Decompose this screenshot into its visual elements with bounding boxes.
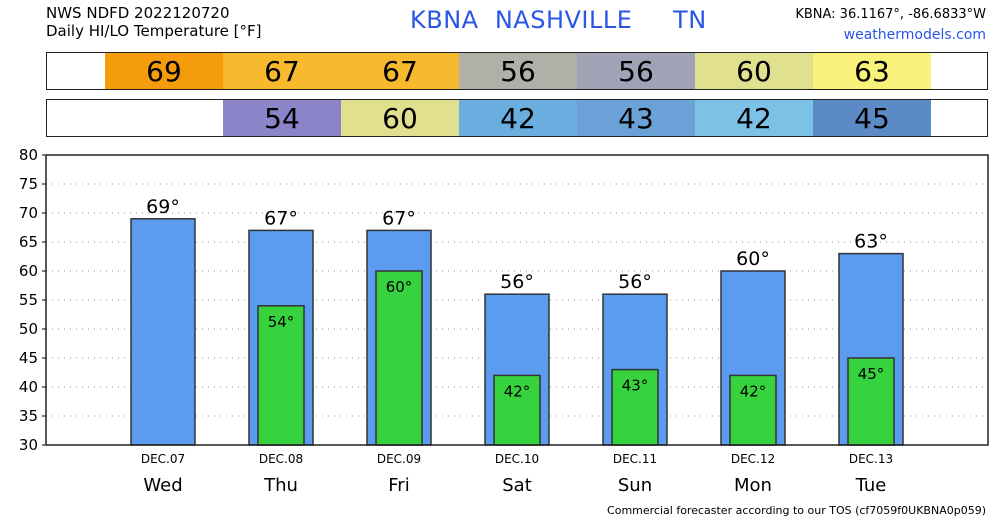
y-tick-label: 30	[19, 436, 38, 454]
high-bar-label: 67°	[382, 207, 416, 229]
date-label: DEC.12	[731, 452, 775, 466]
hi_strip-cell: 69	[105, 53, 223, 89]
lo_strip-cell: 42	[695, 100, 813, 136]
date-label: DEC.07	[141, 452, 185, 466]
day-label: Sun	[618, 475, 652, 496]
y-tick-label: 50	[19, 320, 38, 338]
low-bar-label: 60°	[386, 278, 413, 296]
footer-note: Commercial forecaster according to our T…	[607, 504, 986, 517]
low-bar-label: 54°	[268, 313, 295, 331]
date-label: DEC.08	[259, 452, 303, 466]
high-bar-label: 56°	[500, 271, 534, 293]
high-bar	[130, 218, 196, 446]
header-left: NWS NDFD 2022120720 Daily HI/LO Temperat…	[46, 4, 262, 40]
low-bar-label: 42°	[740, 382, 767, 400]
low-bar	[729, 374, 777, 446]
y-tick-label: 65	[19, 233, 38, 251]
product-name: Daily HI/LO Temperature [°F]	[46, 22, 262, 40]
lo_strip-cell: 54	[223, 100, 341, 136]
y-tick-label: 45	[19, 349, 38, 367]
hi_strip-cell: 56	[459, 53, 577, 89]
high-bar-label: 63°	[854, 231, 888, 253]
day-label: Sat	[502, 475, 532, 496]
date-label: DEC.11	[613, 452, 657, 466]
y-tick-label: 60	[19, 262, 38, 280]
day-label: Wed	[143, 475, 182, 496]
lo_strip-cell: 42	[459, 100, 577, 136]
day-label: Fri	[388, 475, 409, 496]
high-bar-label: 56°	[618, 271, 652, 293]
high-bar-label: 67°	[264, 207, 298, 229]
station-coords: KBNA: 36.1167°, -86.6833°W	[795, 7, 986, 22]
hi_strip-cell: 60	[695, 53, 813, 89]
date-label: DEC.09	[377, 452, 421, 466]
hi_strip-cell: 56	[577, 53, 695, 89]
y-tick-label: 80	[19, 146, 38, 164]
hi_strip-cell: 67	[341, 53, 459, 89]
day-label: Thu	[263, 475, 298, 496]
y-tick-label: 70	[19, 204, 38, 222]
y-tick-label: 55	[19, 291, 38, 309]
lo_strip-cell: 60	[341, 100, 459, 136]
low-temp-strip: 54 60 42 43 42 45	[46, 99, 988, 137]
lo_strip-cell	[105, 100, 223, 136]
low-bar	[257, 305, 305, 446]
date-label: DEC.10	[495, 452, 539, 466]
high-bar-label: 60°	[736, 248, 770, 270]
lo_strip-cell: 43	[577, 100, 695, 136]
header-right: KBNA: 36.1167°, -86.6833°W weathermodels…	[795, 5, 986, 45]
y-tick-label: 75	[19, 175, 38, 193]
low-bar-label: 42°	[504, 382, 531, 400]
low-bar-label: 45°	[858, 365, 885, 383]
low-bar-label: 43°	[622, 377, 649, 395]
day-label: Mon	[734, 475, 772, 496]
day-label: Tue	[855, 475, 887, 496]
plot-frame	[45, 154, 989, 446]
low-bar	[493, 374, 541, 446]
y-tick-label: 35	[19, 407, 38, 425]
model-run: NWS NDFD 2022120720	[46, 4, 230, 22]
lo_strip-cell: 45	[813, 100, 931, 136]
low-bar	[375, 270, 423, 446]
station-title: KBNA NASHVILLE TN	[410, 6, 707, 34]
y-tick-label: 40	[19, 378, 38, 396]
site-link[interactable]: weathermodels.com	[843, 27, 986, 43]
high-bar-label: 69°	[146, 196, 180, 218]
date-label: DEC.13	[849, 452, 893, 466]
hi_strip-cell: 63	[813, 53, 931, 89]
hi_strip-cell: 67	[223, 53, 341, 89]
high-temp-strip: 69 67 67 56 56 60 63	[46, 52, 988, 90]
